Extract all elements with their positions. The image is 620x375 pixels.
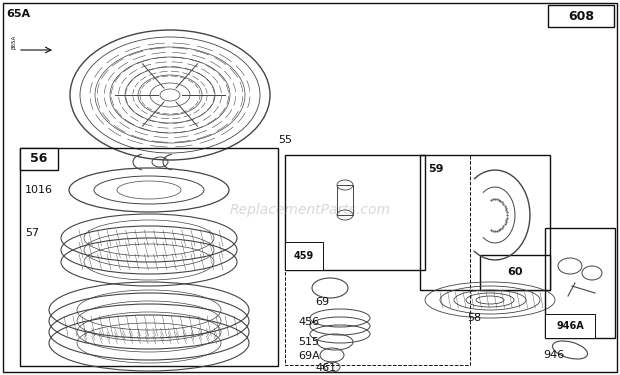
Text: 946A: 946A bbox=[556, 321, 584, 331]
Bar bbox=[548, 5, 614, 27]
Text: 608: 608 bbox=[568, 9, 594, 22]
Bar bbox=[20, 148, 278, 366]
Bar bbox=[337, 185, 353, 215]
Text: 1016: 1016 bbox=[25, 185, 53, 195]
Text: 515: 515 bbox=[298, 337, 319, 347]
Bar bbox=[285, 155, 470, 365]
Text: 57: 57 bbox=[25, 228, 39, 238]
Text: 60: 60 bbox=[507, 267, 523, 277]
Bar bbox=[285, 155, 425, 270]
Bar bbox=[480, 255, 550, 290]
Text: 456: 456 bbox=[298, 317, 319, 327]
Text: 65A: 65A bbox=[6, 9, 30, 19]
Text: 461: 461 bbox=[315, 363, 336, 373]
Text: ReplacementParts.com: ReplacementParts.com bbox=[229, 203, 391, 217]
Text: 69A: 69A bbox=[298, 351, 320, 361]
Text: 55: 55 bbox=[278, 135, 292, 145]
Text: 459: 459 bbox=[294, 251, 314, 261]
Text: 69: 69 bbox=[315, 297, 329, 307]
Bar bbox=[420, 155, 550, 290]
Bar bbox=[20, 148, 58, 170]
Text: 58: 58 bbox=[467, 313, 481, 323]
Bar bbox=[545, 228, 615, 338]
Text: β65A: β65A bbox=[12, 35, 17, 49]
Text: 59: 59 bbox=[428, 164, 443, 174]
Bar bbox=[545, 314, 595, 338]
Bar bbox=[285, 242, 323, 270]
Text: 56: 56 bbox=[30, 153, 48, 165]
Text: 946: 946 bbox=[543, 350, 564, 360]
